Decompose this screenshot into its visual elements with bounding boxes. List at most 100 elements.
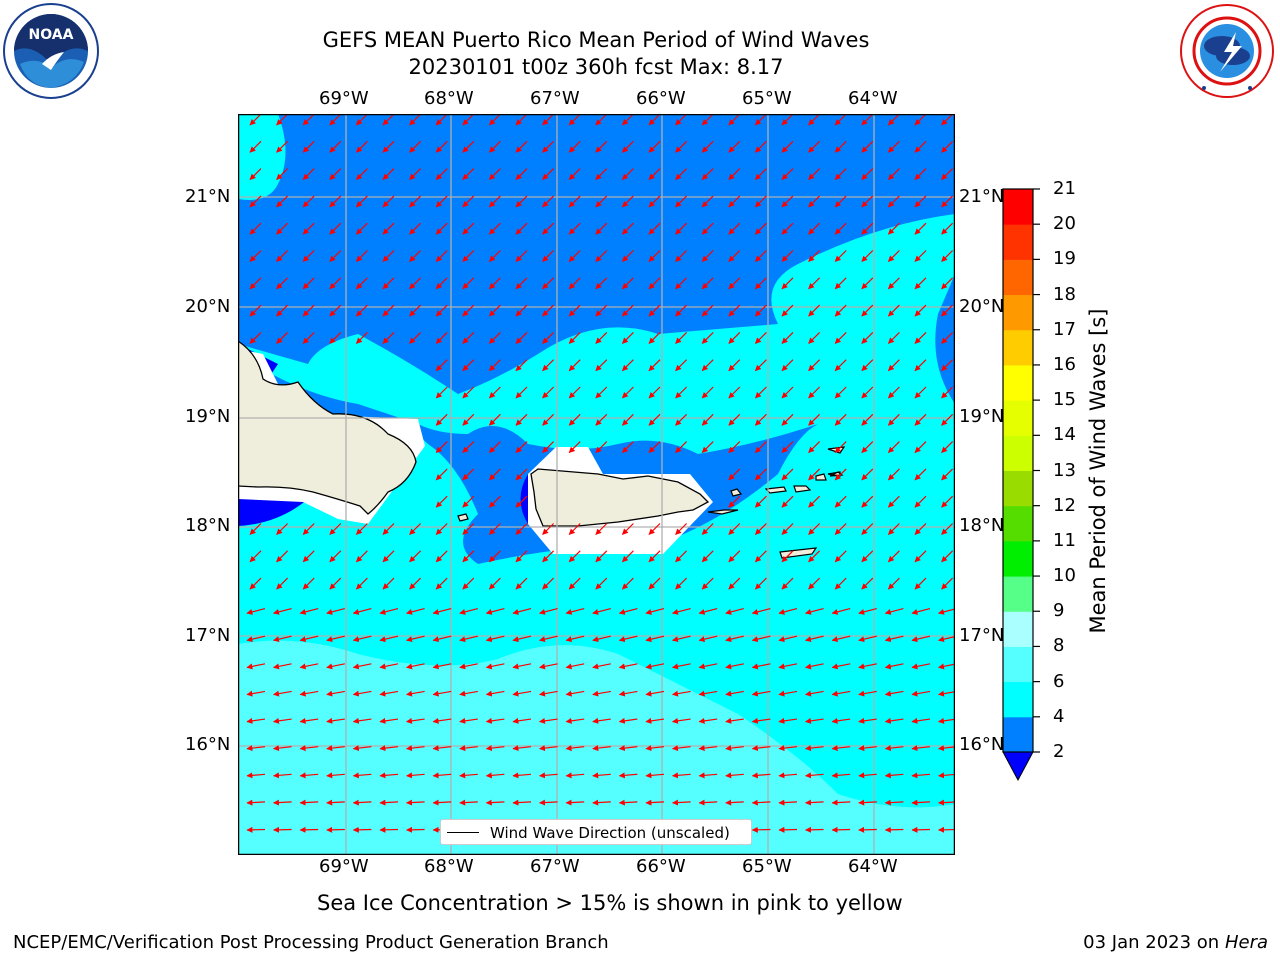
wave-arrow — [515, 277, 528, 290]
wave-arrow — [645, 635, 665, 643]
wave-arrow — [781, 304, 794, 317]
wave-arrow — [834, 250, 847, 262]
wave-arrow — [805, 717, 824, 724]
wave-arrow — [352, 608, 372, 615]
wave-arrow — [512, 717, 532, 724]
wave-arrow — [302, 304, 315, 317]
wave-arrow — [462, 222, 475, 235]
wave-arrow — [488, 222, 501, 235]
wave-arrow — [728, 114, 741, 126]
wave-arrow — [938, 608, 955, 615]
wave-arrow — [435, 195, 448, 208]
wave-arrow — [887, 577, 900, 590]
wave-arrow — [488, 441, 501, 454]
wave-arrow — [887, 250, 900, 262]
colorbar-tick-label: 21 — [1053, 178, 1076, 199]
wave-arrow — [595, 550, 608, 563]
colorbar-extend-arrow — [1002, 751, 1034, 782]
wave-arrow — [675, 577, 688, 590]
wave-arrow — [435, 114, 448, 126]
wave-arrow — [751, 717, 771, 724]
noaa-logo-icon: NOAA — [2, 2, 100, 100]
wave-arrow — [941, 168, 954, 181]
wave-arrow — [515, 495, 528, 508]
wave-arrow — [675, 550, 688, 563]
wave-arrow — [462, 386, 475, 399]
wave-arrow — [861, 304, 874, 317]
wave-arrow — [515, 140, 528, 153]
wave-arrow — [462, 577, 475, 590]
chart-title-line2: 20230101 t00z 360h fcst Max: 8.17 — [408, 55, 784, 79]
wave-arrow — [435, 523, 448, 535]
wave-arrow — [648, 577, 661, 590]
wave-arrow — [698, 772, 718, 779]
wave-arrow — [539, 663, 558, 670]
wave-arrow — [884, 663, 904, 670]
wave-arrow — [648, 277, 661, 290]
wave-arrow — [861, 359, 874, 372]
wave-arrow — [621, 523, 634, 535]
colorbar-tick-label: 19 — [1053, 248, 1076, 270]
wave-arrow — [488, 577, 501, 590]
colorbar-tick-label: 20 — [1053, 213, 1076, 235]
colorbar-band — [1003, 189, 1033, 225]
wave-arrow — [249, 550, 262, 563]
wave-arrow — [485, 717, 505, 724]
wave-arrow — [539, 717, 558, 724]
wave-arrow — [914, 495, 927, 508]
colorbar-band — [1003, 576, 1033, 612]
wave-arrow — [808, 304, 821, 317]
wave-arrow — [565, 690, 585, 697]
wave-arrow — [861, 114, 874, 126]
wave-arrow — [778, 608, 798, 615]
wave-arrow — [485, 608, 505, 615]
wave-arrow — [379, 663, 399, 670]
colorbar-band — [1003, 364, 1033, 401]
wave-arrow — [355, 523, 368, 535]
wave-arrow — [299, 663, 319, 670]
wave-arrow — [725, 799, 744, 806]
lat-label-right-19n: 19°N — [959, 406, 1005, 427]
wave-arrow — [621, 331, 634, 344]
wave-arrow — [565, 772, 585, 779]
colorbar-tick-label: 15 — [1053, 389, 1076, 411]
wave-arrow — [831, 745, 851, 752]
wave-arrow — [595, 304, 608, 317]
wave-arrow — [462, 468, 475, 481]
wave-arrow — [941, 304, 954, 317]
lat-label-left-21n: 21°N — [185, 186, 231, 207]
wave-arrow — [488, 413, 501, 426]
wave-arrow — [565, 717, 585, 724]
wave-arrow — [781, 114, 794, 126]
wave-arrow — [728, 495, 741, 508]
wave-arrow — [754, 114, 767, 126]
wave-arrow — [618, 690, 638, 697]
wave-arrow — [406, 690, 425, 697]
lat-label-right-20n: 20°N — [959, 296, 1005, 317]
wave-arrow — [276, 250, 289, 262]
wave-arrow — [435, 441, 448, 454]
wave-arrow — [834, 413, 847, 426]
wave-arrow — [435, 222, 448, 235]
wave-arrow — [485, 635, 505, 643]
lon-label-top-68w: 68°W — [424, 88, 474, 109]
wave-arrow — [834, 550, 847, 563]
wave-arrow — [728, 413, 741, 426]
wave-arrow — [861, 222, 874, 235]
wave-arrow — [698, 635, 718, 643]
wave-arrow — [459, 745, 478, 752]
wave-arrow — [542, 140, 555, 153]
colorbar-tick-label: 4 — [1053, 705, 1065, 727]
wave-arrow — [698, 608, 718, 615]
wave-arrow — [488, 550, 501, 563]
footer-date-text: 03 Jan 2023 on — [1083, 932, 1220, 953]
wave-arrow — [379, 799, 399, 806]
wave-arrow — [595, 140, 608, 153]
wave-arrow — [675, 331, 688, 344]
wave-arrow — [512, 772, 532, 779]
wave-arrow — [459, 663, 478, 670]
footer-host: Hera — [1224, 932, 1268, 953]
wave-arrow — [781, 523, 794, 535]
wave-arrow — [542, 331, 555, 344]
wave-arrow — [276, 304, 289, 317]
